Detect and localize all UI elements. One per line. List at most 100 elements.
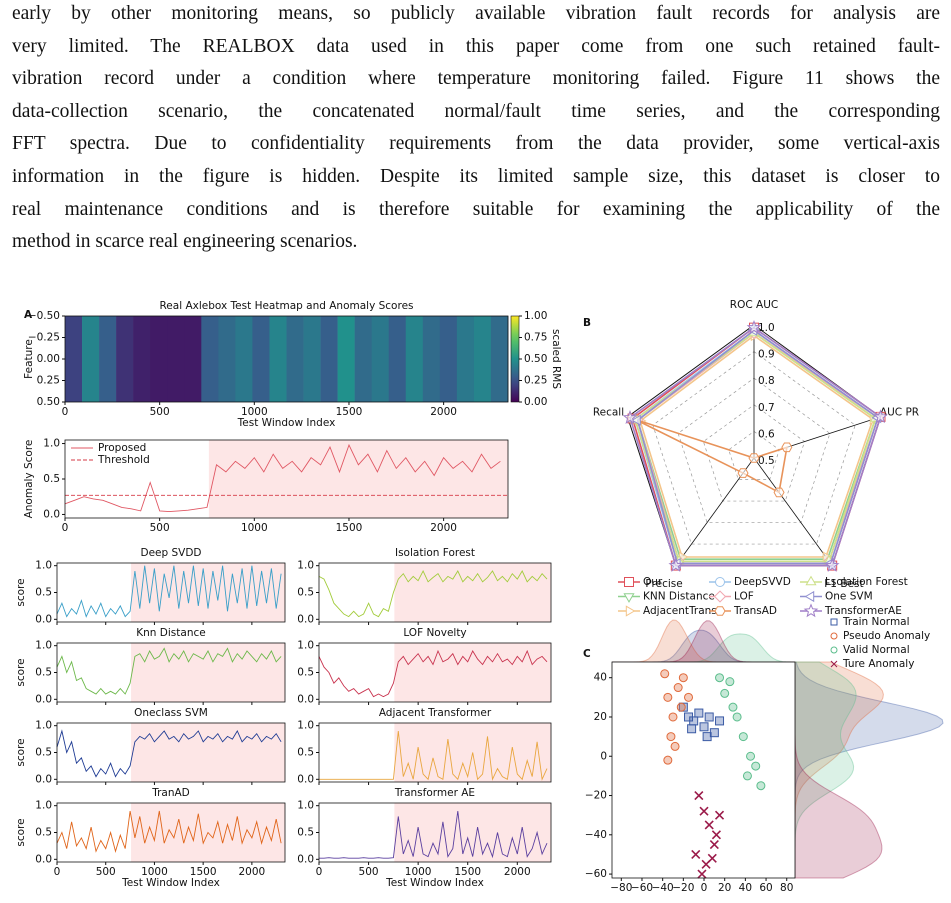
panel-label: B xyxy=(583,317,591,329)
marker xyxy=(625,605,636,617)
marker xyxy=(691,849,701,860)
colorbar-tick-label: 0.50 xyxy=(524,353,547,365)
anomaly-region xyxy=(208,440,508,518)
chart-title: LOF Novelty xyxy=(403,627,466,639)
radial-tick-label: 0.8 xyxy=(758,375,775,387)
chart-title: Knn Distance xyxy=(136,627,205,639)
legend-label: Train Normal xyxy=(842,616,910,628)
marker xyxy=(748,453,760,463)
chart-title: TranAD xyxy=(151,787,190,799)
marker xyxy=(676,702,686,712)
heat-cell xyxy=(286,316,304,402)
heat-cell xyxy=(184,316,202,402)
text-line: information in the figure is hidden. Des… xyxy=(12,166,940,187)
radar-series xyxy=(629,326,882,567)
heat-cell xyxy=(303,316,321,402)
x-tick-label: 500 xyxy=(359,866,379,878)
axis-category-label: Precise xyxy=(645,578,682,590)
heat-cell xyxy=(269,316,287,402)
marker xyxy=(805,575,817,586)
y-tick-label: 0.5 xyxy=(43,473,60,485)
legend-label: AdjacentTrans xyxy=(643,605,717,617)
legend-label: Valid Normal xyxy=(843,644,910,656)
chart-title: Transformer AE xyxy=(394,787,475,799)
y-tick-label: 1.0 xyxy=(35,560,52,572)
marker xyxy=(873,409,888,424)
heat-cell xyxy=(116,316,134,402)
marker xyxy=(668,557,684,572)
x-tick-label: 500 xyxy=(150,406,170,418)
marker xyxy=(714,810,725,820)
marker xyxy=(689,716,699,726)
marker xyxy=(702,732,712,742)
y-tick-label: 0.0 xyxy=(297,613,314,625)
panel-label: C xyxy=(583,648,591,660)
legend-label: Our xyxy=(643,576,663,588)
y-tick-label: 1.0 xyxy=(297,640,314,652)
y-tick-label: 0.0 xyxy=(35,773,52,785)
y-tick-label: 0 xyxy=(600,750,607,762)
heat-cell xyxy=(252,316,270,402)
text-line: vibration record under a condition where… xyxy=(12,68,940,90)
y-tick-label: 0.5 xyxy=(297,667,314,679)
marker xyxy=(715,716,725,726)
x-tick-label: 0 xyxy=(316,866,323,878)
series-line xyxy=(319,730,548,781)
y-axis-label: score xyxy=(15,658,27,686)
legend-label: Proposed xyxy=(98,442,146,454)
chart-title: Isolation Forest xyxy=(395,547,475,559)
marker xyxy=(711,830,721,840)
axis-category-label: Recall xyxy=(593,407,624,419)
marker xyxy=(746,320,762,334)
marker xyxy=(673,683,683,693)
radar-series xyxy=(634,418,788,494)
y-tick-label: −0.50 xyxy=(28,310,60,322)
marker xyxy=(732,712,742,722)
x-tick-label: −40 xyxy=(652,882,674,894)
colorbar-tick-label: 0.25 xyxy=(524,375,547,387)
marker xyxy=(678,702,688,712)
anomaly-region xyxy=(394,563,551,622)
x-tick-label: −60 xyxy=(631,882,653,894)
y-tick-label: 1.0 xyxy=(43,438,60,450)
marker xyxy=(824,557,840,572)
y-tick-label: 0.5 xyxy=(297,747,314,759)
heat-cell xyxy=(82,316,100,402)
chart-title: Deep SVDD xyxy=(140,547,201,559)
x-tick-label: 40 xyxy=(739,882,752,894)
y-tick-label: 0.5 xyxy=(35,747,52,759)
colorbar-tick-label: 1.00 xyxy=(524,310,547,322)
y-tick-label: 0.0 xyxy=(297,693,314,705)
text-line: FFT spectra. Due to confidentiality requ… xyxy=(12,133,940,155)
marker xyxy=(631,414,641,426)
radial-tick-label: 0.6 xyxy=(758,428,775,440)
y-axis-label: Anomaly Score xyxy=(23,440,35,519)
y-tick-label: 40 xyxy=(594,672,607,684)
marker xyxy=(715,673,725,683)
radar-spoke xyxy=(753,457,833,566)
x-tick-label: 1500 xyxy=(336,522,363,534)
heat-cell xyxy=(337,316,355,402)
axis-category-label: AUC PR xyxy=(880,407,919,419)
legend-label: Ture Anomaly xyxy=(842,658,914,670)
x-tick-label: 0 xyxy=(62,406,69,418)
marker xyxy=(623,593,635,603)
axes-frame xyxy=(56,802,286,863)
heat-cell xyxy=(218,316,236,402)
x-axis-label: Test Window Index xyxy=(385,877,484,889)
y-axis-label: Feature xyxy=(23,339,35,379)
legend-label: Pseudo Anomaly xyxy=(843,630,930,642)
x-tick-label: 0 xyxy=(54,866,61,878)
x-tick-label: 80 xyxy=(780,882,793,894)
radar-grid xyxy=(652,351,856,545)
marker xyxy=(684,692,694,702)
heat-cell xyxy=(320,316,338,402)
colorbar-tick-label: 0.00 xyxy=(524,396,547,408)
x-tick-label: 20 xyxy=(718,882,731,894)
y-tick-label: −0.25 xyxy=(28,332,60,344)
y-tick-label: 0.25 xyxy=(37,375,60,387)
x-tick-label: 1500 xyxy=(454,866,481,878)
y-tick-label: −60 xyxy=(585,868,607,880)
